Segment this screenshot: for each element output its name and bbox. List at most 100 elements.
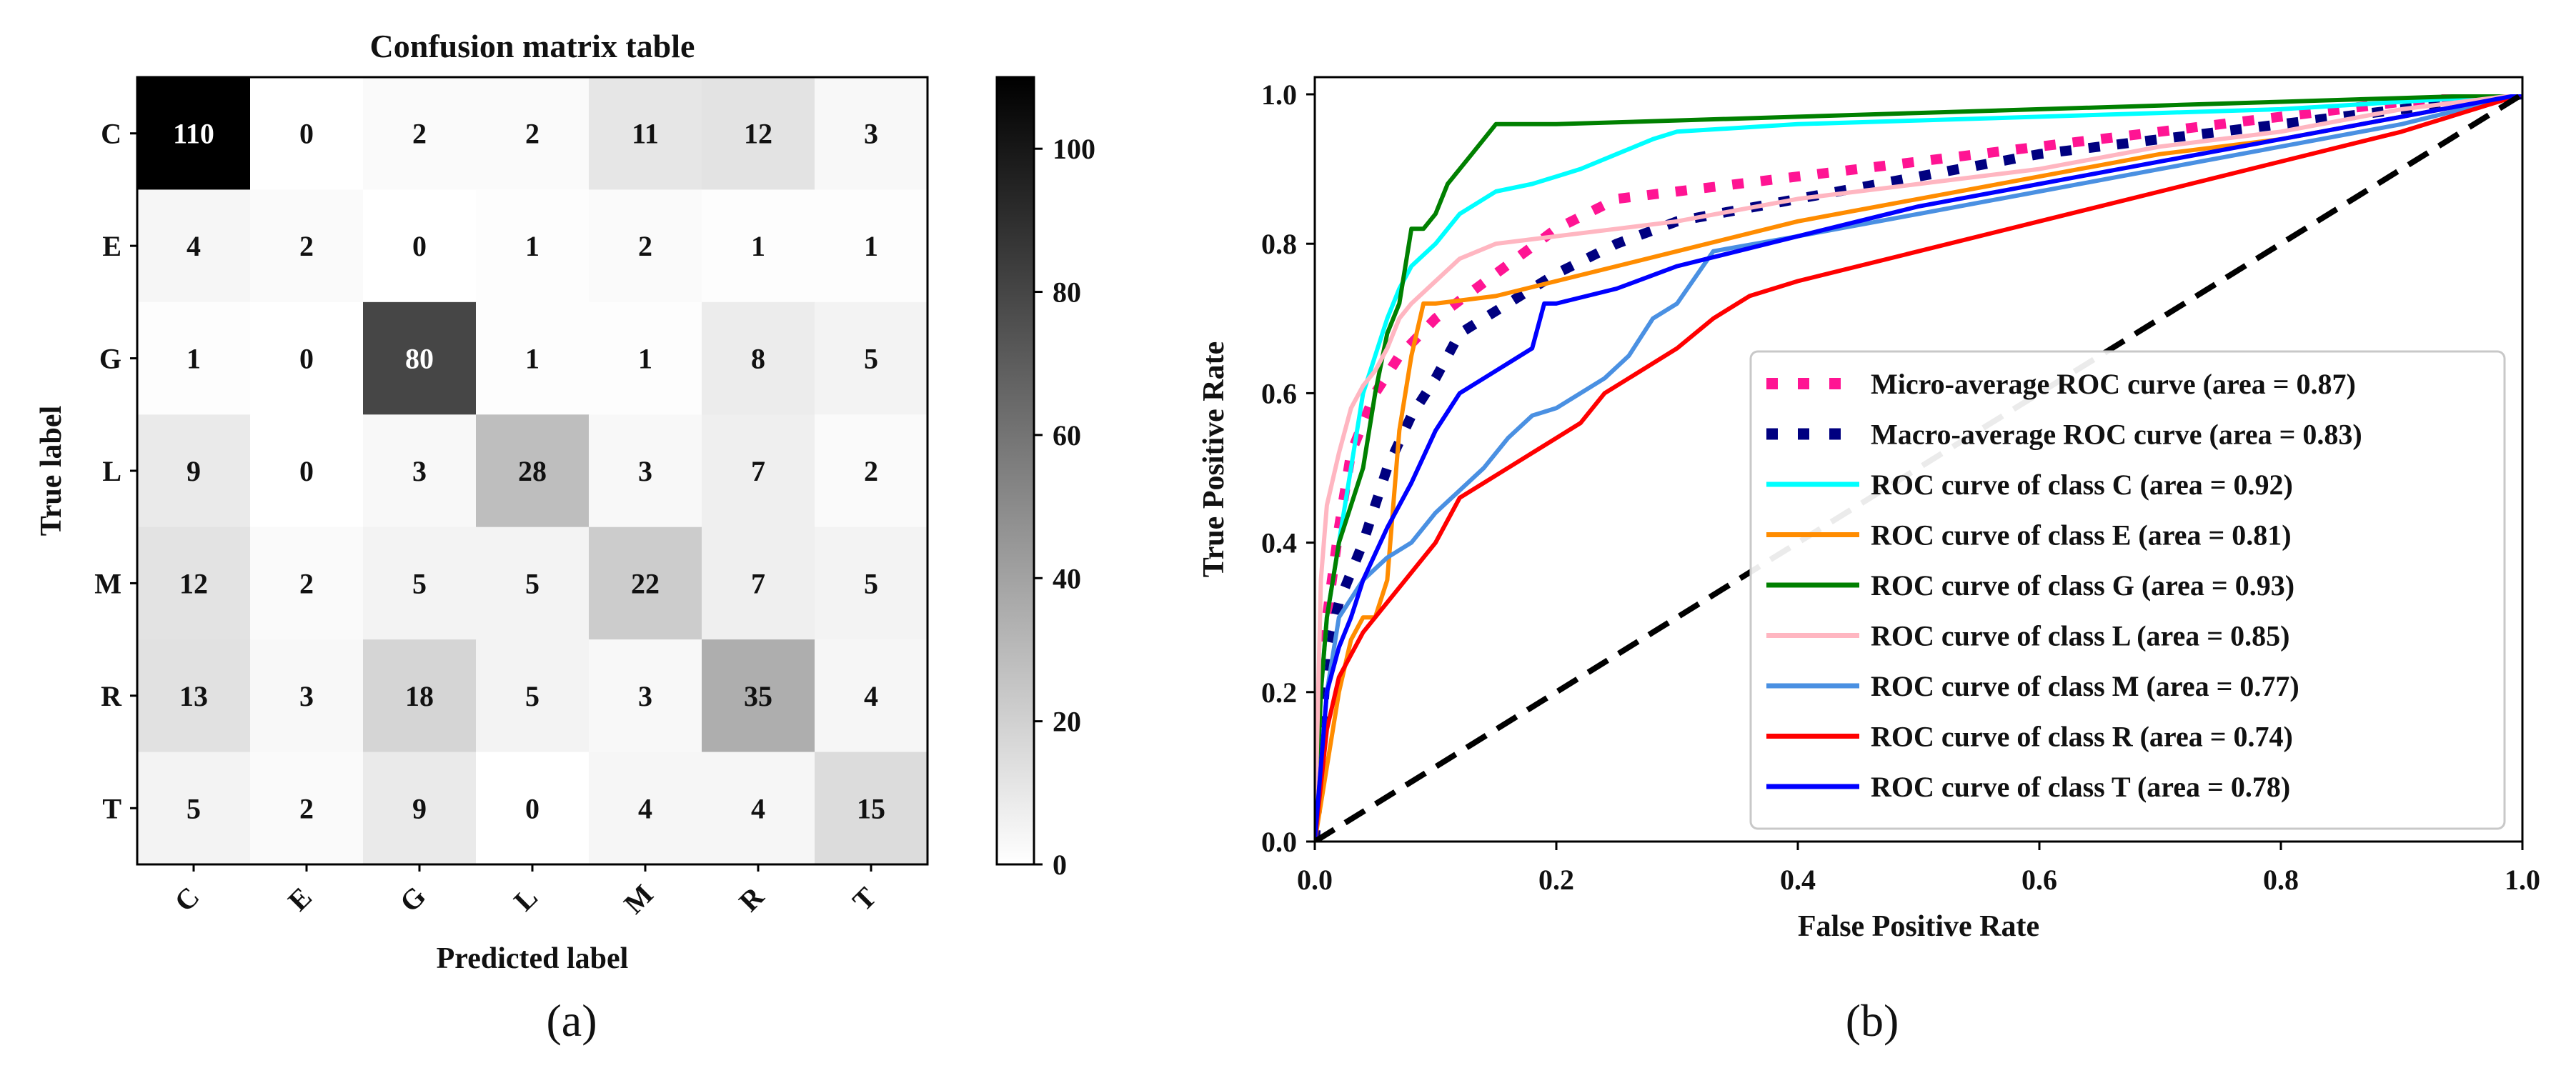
matrix-cell bbox=[476, 77, 590, 190]
matrix-cell bbox=[815, 414, 928, 528]
matrix-cell-value: 12 bbox=[744, 118, 772, 150]
matrix-cell-value: 15 bbox=[857, 792, 885, 824]
legend-label: ROC curve of class R (area = 0.74) bbox=[1871, 721, 2293, 753]
matrix-cell-value: 2 bbox=[299, 567, 314, 599]
matrix-cell bbox=[363, 77, 477, 190]
legend-label: ROC curve of class C (area = 0.92) bbox=[1871, 469, 2293, 501]
roc-series-line bbox=[1315, 94, 2522, 842]
roc-series-line bbox=[1315, 94, 2522, 842]
y-tick-label: 0.0 bbox=[1261, 826, 1297, 858]
matrix-cell-value: 0 bbox=[299, 455, 314, 487]
matrix-cell bbox=[702, 526, 815, 640]
matrix-cell bbox=[137, 77, 251, 190]
confusion-matrix-title: Confusion matrix table bbox=[370, 28, 695, 64]
matrix-cell bbox=[250, 752, 364, 865]
roc-y-ticks: 0.0 0.2 0.4 0.6 0.8 1.0 bbox=[1261, 79, 1315, 858]
confusion-matrix-cells: 110 0 2 2 11 12 34 2 0 1 2 1 11 0 80 1 1 8 59 0 3 28 3 7 212 2 5 5 2… bbox=[137, 77, 928, 865]
roc-xlabel: False Positive Rate bbox=[1798, 910, 2039, 943]
legend-label: ROC curve of class T (area = 0.78) bbox=[1871, 771, 2290, 803]
matrix-cell-value: 13 bbox=[179, 680, 208, 712]
matrix-cell-value: 3 bbox=[638, 680, 652, 712]
legend-label: Micro-average ROC curve (area = 0.87) bbox=[1871, 368, 2356, 400]
colorbar-ticks: 0 20 40 60 80 100 bbox=[1034, 133, 1095, 881]
matrix-cell-value: 2 bbox=[638, 230, 652, 262]
x-tick-label: 0.4 bbox=[1780, 864, 1816, 896]
matrix-cell-value: 9 bbox=[412, 792, 427, 824]
matrix-cell-value: 35 bbox=[744, 680, 772, 712]
legend-label: ROC curve of class G (area = 0.93) bbox=[1871, 569, 2294, 602]
confusion-matrix-xlabel: Predicted label bbox=[437, 942, 629, 975]
confusion-matrix-panel: Confusion matrix table 110 0 2 2 11 12 34 2 0 1 2 1… bbox=[35, 28, 1095, 1046]
matrix-cell bbox=[702, 301, 815, 415]
matrix-cell bbox=[702, 752, 815, 865]
y-tick-label: T bbox=[102, 792, 121, 824]
y-tick-label: 0.6 bbox=[1261, 377, 1297, 409]
matrix-cell bbox=[815, 77, 928, 190]
panel-label-a: (a) bbox=[546, 995, 597, 1046]
matrix-cell bbox=[815, 639, 928, 753]
matrix-cell bbox=[589, 301, 702, 415]
colorbar-tick-label: 20 bbox=[1053, 706, 1081, 738]
x-tick-label: 0.6 bbox=[2021, 864, 2057, 896]
matrix-cell-value: 2 bbox=[299, 792, 314, 824]
roc-x-ticks: 0.0 0.2 0.4 0.6 0.8 1.0 bbox=[1297, 842, 2540, 896]
legend-label: ROC curve of class E (area = 0.81) bbox=[1871, 519, 2292, 552]
roc-legend: Micro-average ROC curve (area = 0.87) Mac… bbox=[1766, 368, 2362, 803]
colorbar-tick-label: 80 bbox=[1053, 276, 1081, 309]
chance-diagonal-line bbox=[1315, 94, 2522, 842]
matrix-cell bbox=[250, 639, 364, 753]
matrix-cell bbox=[137, 414, 251, 528]
matrix-cell-value: 5 bbox=[412, 567, 427, 599]
matrix-cell-value: 2 bbox=[299, 230, 314, 262]
matrix-cell bbox=[476, 189, 590, 303]
matrix-cell bbox=[137, 752, 251, 865]
matrix-cell-value: 1 bbox=[638, 343, 652, 375]
matrix-cell bbox=[702, 639, 815, 753]
matrix-cell-value: 7 bbox=[751, 567, 765, 599]
colorbar-tick-label: 0 bbox=[1053, 849, 1067, 881]
matrix-cell bbox=[137, 639, 251, 753]
roc-lines bbox=[1315, 94, 2522, 842]
matrix-cell bbox=[363, 414, 477, 528]
matrix-cell-value: 4 bbox=[864, 680, 878, 712]
legend-label: Macro-average ROC curve (area = 0.83) bbox=[1871, 419, 2362, 451]
matrix-cell bbox=[702, 77, 815, 190]
matrix-cell-value: 1 bbox=[187, 343, 201, 375]
matrix-cell bbox=[589, 752, 702, 865]
matrix-cell-value: 3 bbox=[412, 455, 427, 487]
matrix-cell bbox=[589, 189, 702, 303]
matrix-cell-value: 22 bbox=[631, 567, 660, 599]
roc-ylabel: True Positive Rate bbox=[1198, 341, 1230, 577]
matrix-cell bbox=[250, 301, 364, 415]
colorbar-tick-label: 60 bbox=[1053, 419, 1081, 451]
matrix-cell bbox=[250, 414, 364, 528]
y-tick-label: E bbox=[102, 230, 121, 262]
matrix-cell-value: 5 bbox=[864, 567, 878, 599]
matrix-cell bbox=[589, 526, 702, 640]
matrix-cell bbox=[702, 189, 815, 303]
y-tick-label: R bbox=[101, 680, 122, 712]
legend-label: ROC curve of class M (area = 0.77) bbox=[1871, 670, 2299, 702]
matrix-cell bbox=[137, 526, 251, 640]
x-tick-label: 0.0 bbox=[1297, 864, 1333, 896]
matrix-cell bbox=[815, 189, 928, 303]
x-tick-label: 1.0 bbox=[2505, 864, 2540, 896]
matrix-cell-value: 5 bbox=[187, 792, 201, 824]
matrix-cell-value: 4 bbox=[638, 792, 652, 824]
y-tick-label: G bbox=[99, 343, 121, 375]
matrix-cell-value: 28 bbox=[518, 455, 547, 487]
y-tick-label: 0.8 bbox=[1261, 228, 1297, 260]
y-tick-label: 1.0 bbox=[1261, 79, 1297, 111]
matrix-cell-value: 2 bbox=[864, 455, 878, 487]
matrix-cell bbox=[476, 752, 590, 865]
matrix-cell-value: 3 bbox=[864, 118, 878, 150]
roc-series-line bbox=[1315, 94, 2522, 842]
roc-series-line bbox=[1315, 94, 2522, 842]
legend-label: ROC curve of class L (area = 0.85) bbox=[1871, 620, 2289, 652]
y-tick-label: 0.2 bbox=[1261, 677, 1297, 709]
matrix-cell bbox=[363, 189, 477, 303]
matrix-cell bbox=[363, 639, 477, 753]
matrix-cell-value: 80 bbox=[405, 343, 434, 375]
matrix-cell-value: 1 bbox=[864, 230, 878, 262]
